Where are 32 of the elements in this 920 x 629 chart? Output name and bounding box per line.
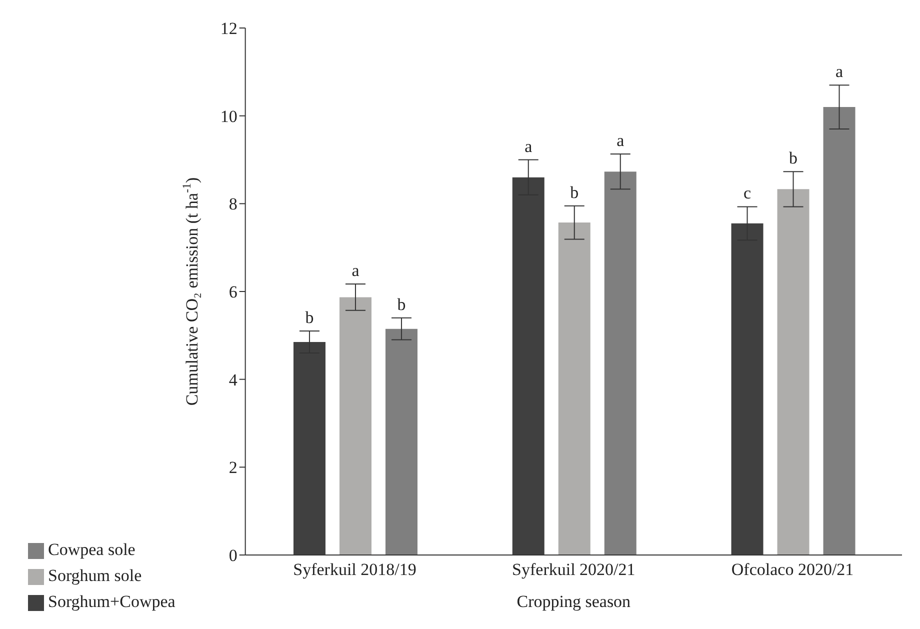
bar bbox=[823, 107, 856, 555]
data-label: b bbox=[305, 308, 314, 328]
data-label: b bbox=[397, 294, 406, 314]
legend-label: Cowpea sole bbox=[48, 540, 136, 559]
bar bbox=[385, 328, 418, 555]
x-tick-label: Ofcolaco 2020/21 bbox=[731, 560, 854, 580]
data-label: c bbox=[743, 184, 752, 203]
y-tick-label: 2 bbox=[228, 458, 238, 478]
legend-label: Sorghum+Cowpea bbox=[48, 592, 176, 611]
x-tick-label: Syferkuil 2020/21 bbox=[512, 560, 636, 580]
y-tick-label: 8 bbox=[228, 194, 238, 214]
data-label: b bbox=[789, 148, 798, 168]
y-tick-label: 4 bbox=[228, 370, 238, 390]
bar bbox=[731, 223, 764, 555]
bar bbox=[604, 172, 636, 555]
bar bbox=[777, 189, 810, 555]
x-tick-label: Syferkuil 2018/19 bbox=[293, 560, 416, 580]
x-axis-title: Cropping season bbox=[516, 592, 632, 611]
legend-label: Sorghum sole bbox=[48, 566, 142, 585]
data-label: a bbox=[616, 131, 625, 150]
y-tick-label: 12 bbox=[220, 19, 238, 38]
bar bbox=[339, 297, 372, 555]
y-tick-label: 0 bbox=[228, 546, 238, 566]
bar bbox=[512, 177, 544, 555]
y-tick-label: 10 bbox=[220, 106, 238, 126]
data-label: a bbox=[524, 136, 533, 156]
data-label: a bbox=[352, 261, 360, 280]
data-label: a bbox=[835, 62, 844, 82]
data-label: b bbox=[570, 182, 579, 202]
bar bbox=[558, 222, 590, 555]
bar bbox=[293, 342, 326, 555]
y-tick-label: 6 bbox=[228, 282, 238, 302]
